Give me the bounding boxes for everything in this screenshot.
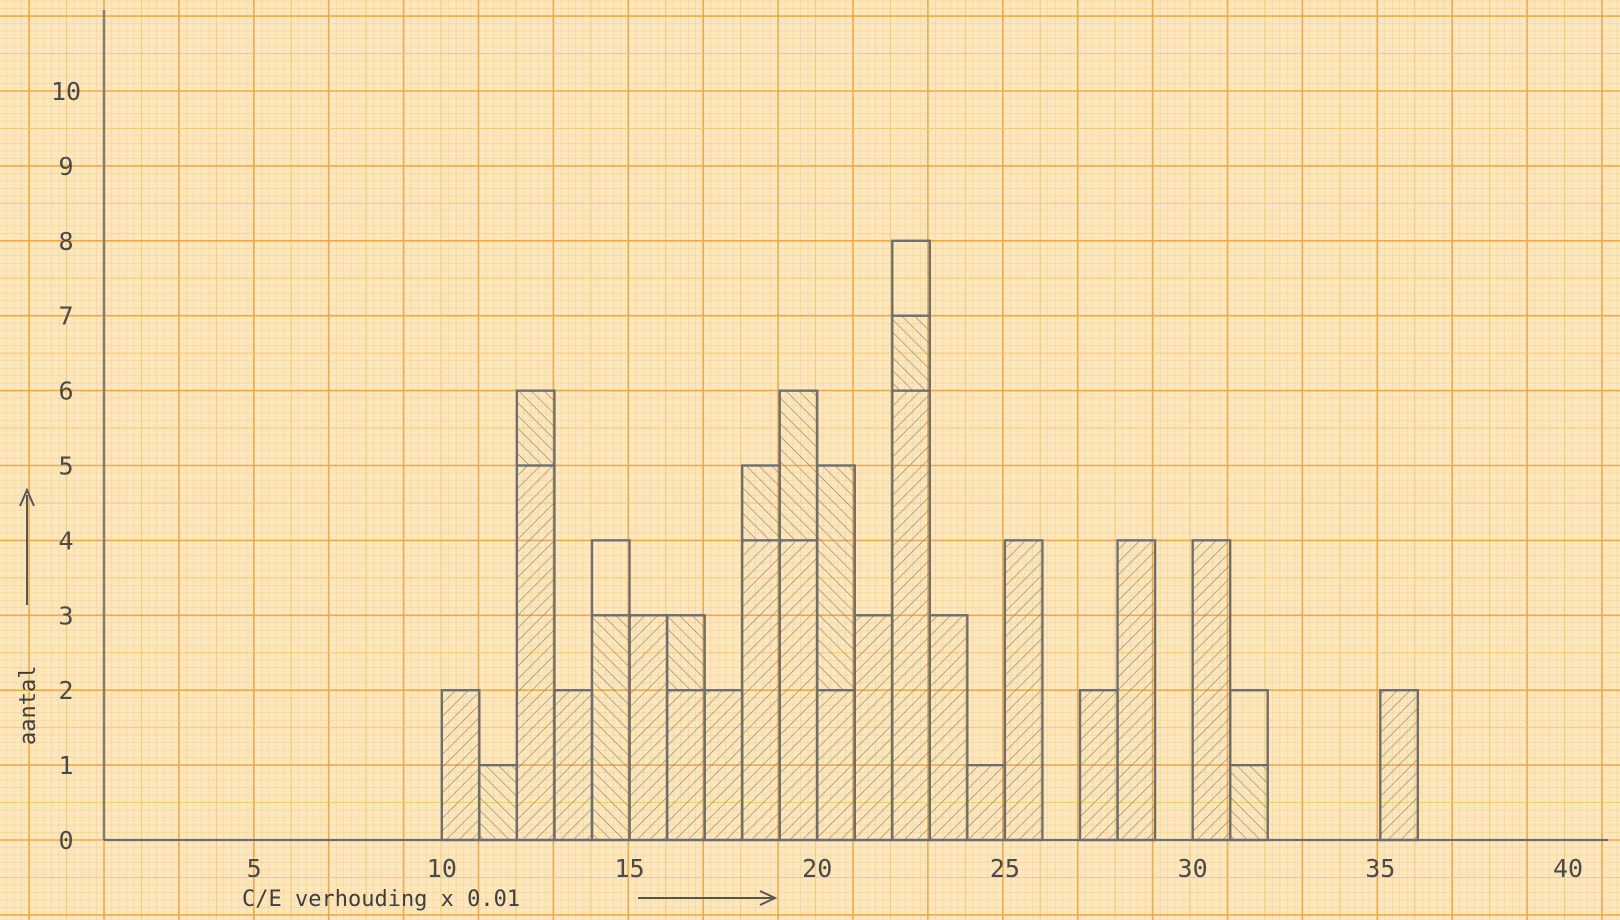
- y-tick-label: 2: [58, 676, 73, 705]
- histogram-bar: [440, 689, 481, 842]
- bar-segment-back: [478, 763, 519, 842]
- y-tick-label: 9: [58, 152, 73, 181]
- bar-segment-back: [1229, 763, 1269, 842]
- histogram-bar: [590, 539, 631, 842]
- histogram-bar: [703, 689, 744, 842]
- bar-segment-forward: [741, 539, 781, 842]
- x-axis-arrow-head: [759, 890, 778, 906]
- bar-outline: [1003, 539, 1044, 842]
- y-tick-label: 7: [58, 302, 73, 331]
- histogram-bar: [478, 763, 519, 842]
- y-tick-label: 8: [58, 227, 73, 256]
- bar-segment-forward: [891, 389, 931, 842]
- x-tick-label: 40: [1553, 854, 1583, 883]
- histogram-bar: [966, 763, 1007, 842]
- histogram-bar: [891, 239, 931, 842]
- histogram-bar: [741, 464, 781, 842]
- bar-segment-forward: [665, 689, 706, 842]
- bar-segment-back: [891, 314, 931, 392]
- bar-segment-back: [515, 389, 556, 467]
- y-tick-label: 6: [58, 377, 73, 406]
- bar-segment-back: [816, 464, 856, 692]
- bar-segment-forward: [928, 614, 969, 842]
- histogram-bar: [778, 389, 819, 842]
- bar-outline: [515, 389, 556, 842]
- tick-labels: 0 1 2 3 4 5 6 7 8 9 10 5 10 15 20 25 30 35 40: [51, 77, 1583, 883]
- bar-segment-forward: [703, 689, 744, 842]
- y-tick-label: 0: [58, 826, 73, 855]
- histogram-bar: [628, 614, 669, 842]
- y-tick-label: 3: [58, 601, 73, 630]
- bar-segment-forward: [1379, 689, 1419, 842]
- bar-segment-forward: [966, 763, 1007, 842]
- histogram-bar: [1229, 689, 1269, 842]
- bar-segment-forward: [515, 464, 556, 842]
- x-tick-label: 20: [802, 854, 832, 883]
- bar-segment-forward: [628, 614, 669, 842]
- bar-outline: [928, 614, 969, 842]
- x-tick-label: 15: [614, 854, 644, 883]
- histogram-bar: [1003, 539, 1044, 842]
- bar-segment-forward: [816, 689, 856, 842]
- y-tick-label: 5: [58, 452, 73, 481]
- x-tick-label: 35: [1365, 854, 1395, 883]
- histogram-bar: [1191, 539, 1232, 842]
- x-tick-label: 10: [427, 854, 457, 883]
- x-axis-title-group: C/E verhouding x 0.01: [242, 887, 778, 912]
- bar-outline: [1229, 689, 1269, 842]
- bar-outline: [1116, 539, 1157, 842]
- y-axis-arrow-head: [19, 487, 35, 507]
- histogram-bar: [928, 614, 969, 842]
- bar-segment-forward: [1191, 539, 1232, 842]
- bar-outline: [1379, 689, 1419, 842]
- bar-segment-forward: [1078, 689, 1119, 842]
- histogram-bar: [1379, 689, 1419, 842]
- histogram-bars: [440, 239, 1419, 842]
- histogram-bar: [553, 689, 594, 842]
- bar-segment-forward: [553, 689, 594, 842]
- bar-segment-back: [778, 389, 819, 542]
- bar-segment-back: [741, 464, 781, 542]
- bar-outline: [891, 239, 931, 842]
- bar-segment-back: [590, 614, 631, 842]
- bar-segment-forward: [440, 689, 481, 842]
- histogram-bar: [816, 464, 856, 842]
- bar-segment-forward: [1003, 539, 1044, 842]
- histogram-bar: [1078, 689, 1119, 842]
- y-tick-label: 4: [58, 526, 73, 555]
- histogram-bar: [853, 614, 894, 842]
- y-tick-label: 10: [51, 77, 81, 106]
- bar-segment-forward: [778, 539, 819, 842]
- histogram-bar: [1116, 539, 1157, 842]
- bar-segment-back: [665, 614, 706, 692]
- x-tick-label: 5: [247, 854, 262, 883]
- bar-segment-forward: [1116, 539, 1157, 842]
- x-axis-title: C/E verhouding x 0.01: [242, 887, 520, 912]
- histogram-bar: [515, 389, 556, 842]
- x-tick-label: 30: [1178, 854, 1208, 883]
- y-axis-title: aantal: [16, 666, 41, 745]
- x-tick-label: 25: [990, 854, 1020, 883]
- y-tick-label: 1: [58, 751, 73, 780]
- bar-segment-forward: [853, 614, 894, 842]
- y-axis-title-group: aantal: [16, 487, 41, 745]
- histogram-bar: [665, 614, 706, 842]
